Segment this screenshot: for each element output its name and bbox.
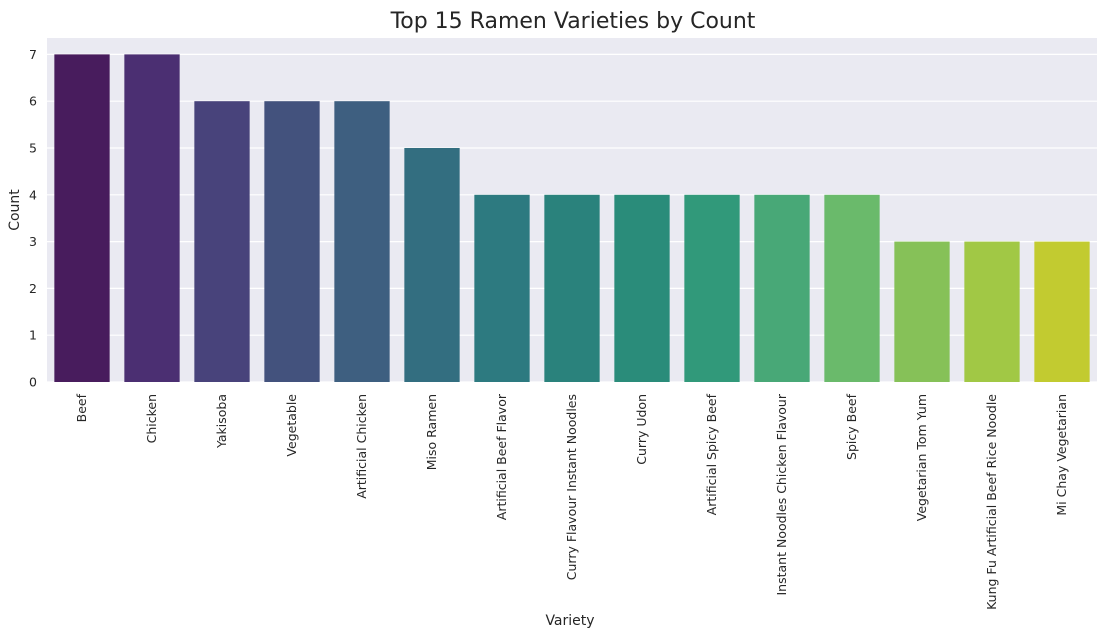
x-tick-label: Mi Chay Vegetarian bbox=[1054, 394, 1069, 516]
x-tick-label: Miso Ramen bbox=[424, 394, 439, 470]
bar-artificial-spicy-beef bbox=[684, 194, 740, 382]
x-axis-label: Variety bbox=[545, 613, 594, 629]
x-tick-label: Beef bbox=[74, 393, 89, 422]
x-tick-label: Curry Udon bbox=[634, 394, 649, 465]
x-tick-label: Chicken bbox=[144, 394, 159, 443]
y-tick-label: 0 bbox=[29, 375, 37, 390]
y-tick-label: 3 bbox=[29, 234, 37, 249]
bar-beef bbox=[54, 54, 110, 382]
x-tick-label: Instant Noodles Chicken Flavour bbox=[774, 393, 789, 595]
bar-chicken bbox=[124, 54, 180, 382]
x-tick-label: Vegetarian Tom Yum bbox=[914, 394, 929, 521]
bars bbox=[54, 54, 1090, 383]
y-axis-ticks: 0 1 2 3 4 5 6 7 bbox=[29, 47, 37, 390]
bar-vegetarian-tom-yum bbox=[894, 241, 950, 382]
bar-vegetable bbox=[264, 101, 320, 383]
y-tick-label: 6 bbox=[29, 94, 37, 109]
y-tick-label: 5 bbox=[29, 140, 37, 155]
y-tick-label: 1 bbox=[29, 328, 37, 343]
x-tick-label: Artificial Chicken bbox=[354, 394, 369, 499]
x-tick-label: Vegetable bbox=[284, 394, 299, 457]
bar-artificial-beef-flavor bbox=[474, 194, 530, 382]
x-tick-label: Curry Flavour Instant Noodles bbox=[564, 394, 579, 580]
bar-spicy-beef bbox=[824, 194, 880, 382]
bar-curry-udon bbox=[614, 194, 670, 382]
bar-curry-flavour-instant-noodles bbox=[544, 194, 600, 382]
x-tick-label: Artificial Spicy Beef bbox=[704, 393, 719, 515]
y-tick-label: 2 bbox=[29, 281, 37, 296]
x-tick-label: Kung Fu Artificial Beef Rice Noodle bbox=[984, 394, 999, 610]
x-tick-label: Yakisoba bbox=[214, 394, 229, 449]
bar-mi-chay-vegetarian bbox=[1034, 241, 1090, 382]
chart-title: Top 15 Ramen Varieties by Count bbox=[390, 9, 756, 34]
y-tick-label: 7 bbox=[29, 47, 37, 62]
x-tick-label: Artificial Beef Flavor bbox=[494, 393, 509, 520]
bar-kung-fu-artificial-beef-rice-noodle bbox=[964, 241, 1020, 382]
y-axis-label: Count bbox=[7, 189, 23, 231]
bar-miso-ramen bbox=[404, 147, 460, 382]
bar-artificial-chicken bbox=[334, 101, 390, 383]
bar-yakisoba bbox=[194, 101, 250, 383]
x-axis-ticks: Beef Chicken Yakisoba Vegetable Artificial C… bbox=[74, 393, 1069, 610]
x-tick-label: Spicy Beef bbox=[844, 393, 859, 460]
y-tick-label: 4 bbox=[29, 187, 37, 202]
bar-instant-noodles-chicken-flavour bbox=[754, 194, 810, 382]
